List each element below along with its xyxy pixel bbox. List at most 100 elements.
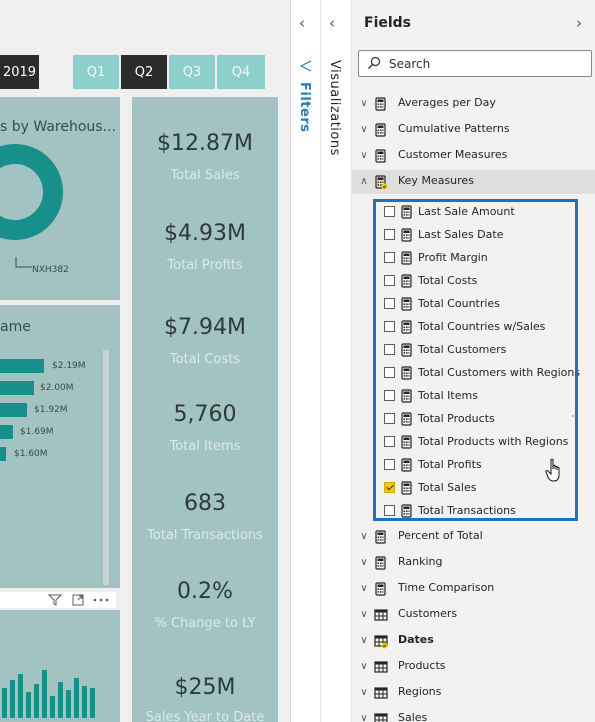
field-name: Total Products bbox=[418, 412, 495, 425]
field-total-customers[interactable]: Total Customers bbox=[382, 339, 582, 361]
field-total-products-with-regions[interactable]: Total Products with Regions bbox=[382, 431, 582, 453]
column-chart-card[interactable] bbox=[0, 610, 120, 722]
year-button[interactable]: 2019 bbox=[0, 55, 39, 89]
field-total-items[interactable]: Total Items bbox=[382, 385, 582, 407]
table-row-key-measures[interactable]: ∧ Key Measures bbox=[352, 170, 595, 194]
table-name: Dates bbox=[398, 633, 434, 646]
field-checkbox[interactable] bbox=[384, 459, 395, 470]
field-last-sales-date[interactable]: Last Sales Date bbox=[382, 224, 582, 246]
kpi-change-ly-label: % Change to LY bbox=[154, 616, 256, 631]
table-icon bbox=[374, 635, 388, 649]
visualizations-pane[interactable]: ‹ Visualizations bbox=[321, 0, 352, 722]
field-total-sales[interactable]: Total Sales bbox=[382, 477, 582, 499]
field-total-costs[interactable]: Total Costs bbox=[382, 270, 582, 292]
filters-pane[interactable]: ‹ Filters bbox=[290, 0, 321, 722]
table-icon bbox=[374, 609, 388, 621]
quarter-q4-button[interactable]: Q4 bbox=[217, 55, 265, 89]
calculator-icon bbox=[401, 343, 412, 357]
chevron-up-icon[interactable]: ∧ bbox=[360, 176, 368, 187]
field-last-sale-amount[interactable]: Last Sale Amount bbox=[382, 201, 582, 223]
chevron-down-icon[interactable]: ∨ bbox=[360, 661, 368, 672]
more-options-icon[interactable] bbox=[93, 598, 109, 602]
calculator-icon bbox=[401, 251, 412, 265]
kpi-total-costs-label: Total Costs bbox=[169, 352, 241, 367]
bar-chart-scrollbar[interactable] bbox=[103, 350, 109, 585]
field-checkbox[interactable] bbox=[384, 344, 395, 355]
chevron-down-icon[interactable]: ∨ bbox=[360, 635, 368, 646]
field-checkbox[interactable] bbox=[384, 505, 395, 516]
chevron-down-icon[interactable]: ∨ bbox=[360, 150, 368, 161]
column-bar bbox=[18, 674, 23, 718]
kpi-total-items-value: 5,760 bbox=[173, 402, 237, 427]
donut-data-label: NXH382 bbox=[32, 265, 69, 275]
field-checkbox[interactable] bbox=[384, 367, 395, 378]
chevron-down-icon[interactable]: ∨ bbox=[360, 609, 368, 620]
field-checkbox[interactable] bbox=[384, 390, 395, 401]
focus-mode-icon[interactable] bbox=[72, 594, 84, 606]
chevron-down-icon[interactable]: ∨ bbox=[360, 687, 368, 698]
chevron-down-icon[interactable]: ∨ bbox=[360, 98, 368, 109]
calculator-icon bbox=[401, 412, 412, 426]
bar-label-3: $1.92M bbox=[34, 405, 68, 415]
table-name: Sales bbox=[398, 711, 428, 722]
kpi-sales-ytd-value: $25M bbox=[174, 675, 236, 700]
field-total-transactions[interactable]: Total Transactions bbox=[382, 500, 582, 522]
field-name: Total Customers bbox=[418, 343, 507, 356]
filters-collapse-chevron-icon[interactable]: ‹ bbox=[299, 14, 305, 32]
table-row-cumulative-patterns[interactable]: ∨ Cumulative Patterns bbox=[352, 118, 595, 142]
field-total-countries-w-sales[interactable]: Total Countries w/Sales bbox=[382, 316, 582, 338]
bar-1 bbox=[0, 359, 44, 373]
chevron-down-icon[interactable]: ∨ bbox=[360, 531, 368, 542]
field-checkbox[interactable] bbox=[384, 482, 395, 493]
table-row-percent-of-total[interactable]: ∨ Percent of Total bbox=[352, 525, 595, 549]
calculator-icon bbox=[401, 320, 412, 334]
table-row-dates[interactable]: ∨ Dates bbox=[352, 629, 595, 653]
table-row-customer-measures[interactable]: ∨ Customer Measures bbox=[352, 144, 595, 168]
field-total-countries[interactable]: Total Countries bbox=[382, 293, 582, 315]
table-row-ranking[interactable]: ∨ Ranking bbox=[352, 551, 595, 575]
table-row-sales[interactable]: ∨ Sales bbox=[352, 707, 595, 722]
table-row-customers[interactable]: ∨ Customers bbox=[352, 603, 595, 627]
field-name: Total Items bbox=[418, 389, 478, 402]
field-profit-margin[interactable]: Profit Margin bbox=[382, 247, 582, 269]
chevron-down-icon[interactable]: ∨ bbox=[360, 557, 368, 568]
column-bar bbox=[90, 688, 95, 718]
field-checkbox[interactable] bbox=[384, 321, 395, 332]
filters-label[interactable]: Filters bbox=[297, 82, 312, 133]
field-total-customers-with-regions[interactable]: Total Customers with Regions bbox=[382, 362, 582, 384]
field-checkbox[interactable] bbox=[384, 275, 395, 286]
calculator-icon bbox=[401, 389, 412, 403]
field-checkbox[interactable] bbox=[384, 298, 395, 309]
field-checkbox[interactable] bbox=[384, 206, 395, 217]
field-checkbox[interactable] bbox=[384, 229, 395, 240]
measure-table-icon bbox=[375, 530, 386, 544]
quarter-q2-button[interactable]: Q2 bbox=[121, 55, 167, 89]
calculator-icon bbox=[401, 481, 412, 495]
table-name: Regions bbox=[398, 685, 442, 698]
filter-icon[interactable] bbox=[48, 594, 62, 606]
bar-chart-card[interactable]: ame $2.19M $2.00M $1.92M $1.69M $1.60M bbox=[0, 305, 120, 588]
table-row-averages-per-day[interactable]: ∨ Averages per Day bbox=[352, 92, 595, 116]
table-icon bbox=[374, 661, 388, 673]
table-row-products[interactable]: ∨ Products bbox=[352, 655, 595, 679]
field-checkbox[interactable] bbox=[384, 413, 395, 424]
fields-search-box[interactable] bbox=[358, 50, 592, 77]
bar-label-4: $1.69M bbox=[20, 427, 54, 437]
search-input[interactable] bbox=[389, 55, 579, 73]
quarter-q3-button[interactable]: Q3 bbox=[169, 55, 215, 89]
field-checkbox[interactable] bbox=[384, 436, 395, 447]
chevron-down-icon[interactable]: ∨ bbox=[360, 713, 368, 722]
visualizations-label[interactable]: Visualizations bbox=[327, 60, 342, 156]
field-name: Total Profits bbox=[418, 458, 482, 471]
table-row-regions[interactable]: ∨ Regions bbox=[352, 681, 595, 705]
chevron-down-icon[interactable]: ∨ bbox=[360, 124, 368, 135]
fields-expand-chevron-icon[interactable]: › bbox=[576, 14, 582, 32]
warehouse-donut-card[interactable]: s by Warehous... NXH382 bbox=[0, 97, 120, 300]
field-checkbox[interactable] bbox=[384, 252, 395, 263]
field-total-profits[interactable]: Total Profits bbox=[382, 454, 582, 476]
quarter-q1-button[interactable]: Q1 bbox=[73, 55, 119, 89]
visualizations-collapse-chevron-icon[interactable]: ‹ bbox=[329, 14, 335, 32]
table-row-time-comparison[interactable]: ∨ Time Comparison bbox=[352, 577, 595, 601]
field-total-products[interactable]: Total Products bbox=[382, 408, 582, 430]
chevron-down-icon[interactable]: ∨ bbox=[360, 583, 368, 594]
